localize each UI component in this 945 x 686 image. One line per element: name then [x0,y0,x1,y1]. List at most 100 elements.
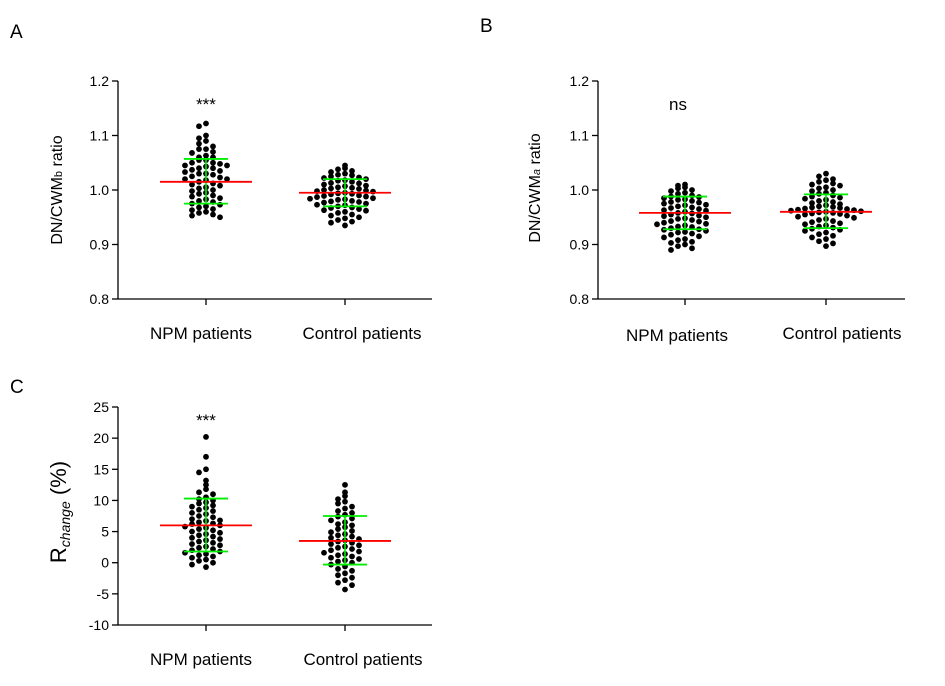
data-point [196,469,202,476]
data-point [217,542,223,549]
data-point [349,582,355,589]
data-point [689,204,695,211]
data-point [321,193,327,199]
data-point [203,481,209,488]
data-point [210,148,216,155]
data-point [349,204,355,211]
data-point [210,192,216,199]
data-point [696,199,702,206]
data-point [675,229,681,236]
data-point [356,214,362,221]
data-point [349,546,355,552]
data-point [203,556,209,563]
data-point [668,247,674,253]
data-point [321,207,327,214]
data-point [196,506,202,513]
data-point [217,182,223,189]
data-point [196,140,202,147]
data-point [210,159,216,166]
data-point [196,489,202,496]
data-point [823,236,829,242]
data-point [335,579,341,586]
data-point [349,218,355,225]
y-axis-label-b: DN/CWMa ratio [527,133,544,242]
data-point [661,213,667,220]
y-tick-label: 15 [93,461,109,477]
data-point [210,514,216,521]
data-point [816,231,822,238]
y-axis-label-subscript: b [53,171,65,177]
data-point [349,178,355,185]
data-point [210,546,216,552]
data-point [356,542,362,549]
data-point [203,453,209,460]
data-point [349,574,355,581]
y-tick-label: 25 [93,399,109,415]
data-point [196,170,202,177]
data-point [675,190,681,197]
data-point [196,146,202,153]
data-point [217,536,223,542]
data-point [196,185,202,192]
data-point [203,486,209,493]
data-point [661,207,667,214]
data-point [335,572,341,579]
category-label-npm: NPM patients [150,650,252,669]
data-point [328,180,334,186]
data-point [823,177,829,184]
category-label-control: Control patients [782,324,901,343]
data-point [342,215,348,222]
data-point [328,198,334,205]
data-point [689,187,695,193]
significance-label: *** [196,411,216,430]
data-point [321,549,327,556]
data-point [182,176,188,183]
y-axis-label-suffix: ratio [49,135,66,171]
data-point [668,205,674,211]
data-point [189,516,195,523]
data-point [682,229,688,235]
data-point [210,502,216,509]
data-point [196,209,202,216]
data-point [321,175,327,181]
y-tick-label: 10 [93,492,109,508]
data-point [809,219,815,226]
data-point [689,198,695,204]
y-axis-label-a: DN/CWMb ratio [49,135,66,244]
data-point [203,433,209,440]
data-point [189,509,195,516]
data-point [182,162,188,169]
data-point [851,214,857,221]
data-point [356,548,362,555]
data-point [356,192,362,199]
data-point [675,196,681,203]
data-point [349,553,355,560]
data-point [844,206,850,212]
data-point [335,558,341,565]
data-point [217,529,223,536]
data-point [210,508,216,514]
data-point [210,527,216,534]
data-point [203,208,209,215]
y-axis-label-prefix: R [46,547,71,563]
data-point [809,181,815,188]
data-point [189,193,195,200]
data-point [321,181,327,188]
data-point [349,522,355,529]
data-point [342,505,348,512]
data-point [189,159,195,166]
data-point [830,199,836,205]
data-point [203,138,209,144]
data-point [830,187,836,193]
data-point [356,206,362,212]
category-label-control: Control patients [302,324,421,343]
data-point [335,508,341,514]
data-point [335,552,341,559]
data-point [335,184,341,191]
data-point [203,152,209,159]
data-point [370,195,376,202]
data-point [837,194,843,201]
data-point [342,570,348,577]
data-point [335,196,341,203]
data-point [328,541,334,547]
